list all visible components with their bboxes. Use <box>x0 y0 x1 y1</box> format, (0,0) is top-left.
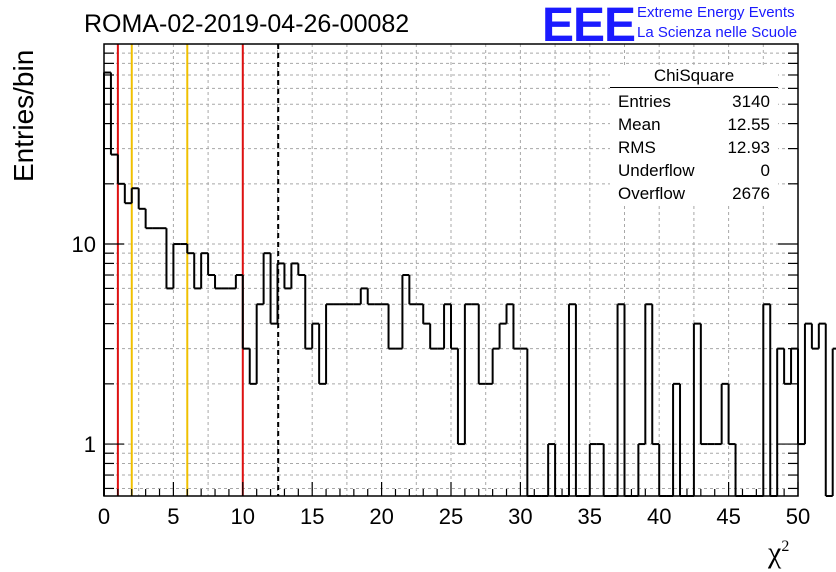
stats-value: 2676 <box>732 184 770 203</box>
stats-row-entries: Entries 3140 <box>610 90 778 113</box>
x-tick-label: 45 <box>716 504 740 529</box>
logo-subtitle-1: Extreme Energy Events <box>637 4 795 21</box>
stats-row-rms: RMS 12.93 <box>610 136 778 159</box>
x-axis-label: χ2 <box>768 536 789 570</box>
logo-subtitle-2: La Scienza nelle Scuole <box>637 24 798 41</box>
stats-label: Overflow <box>618 184 686 203</box>
stats-label: RMS <box>618 138 656 157</box>
x-tick-label: 40 <box>647 504 671 529</box>
x-axis-label-base: χ <box>768 536 782 569</box>
x-tick-label: 20 <box>369 504 393 529</box>
stats-label: Mean <box>618 115 661 134</box>
stats-label: Underflow <box>618 161 695 180</box>
x-tick-label: 10 <box>231 504 255 529</box>
stats-value: 12.93 <box>727 138 770 157</box>
run-title: ROMA-02-2019-04-26-00082 <box>84 10 410 38</box>
y-axis-label: Entries/bin <box>8 49 39 182</box>
eee-logo: EEE <box>542 0 636 52</box>
x-tick-label: 0 <box>98 504 110 529</box>
y-tick-label: 10 <box>72 232 96 257</box>
stats-row-underflow: Underflow 0 <box>610 159 778 182</box>
x-tick-label: 15 <box>300 504 324 529</box>
stats-label: Entries <box>618 92 671 111</box>
x-tick-label: 30 <box>508 504 532 529</box>
stats-box: ChiSquare Entries 3140 Mean 12.55 RMS 12.93… <box>610 66 778 205</box>
x-tick-label: 35 <box>578 504 602 529</box>
x-tick-label: 50 <box>786 504 810 529</box>
y-tick-label: 1 <box>84 432 96 457</box>
x-axis-label-sup: 2 <box>781 538 790 555</box>
stats-value: 3140 <box>732 92 770 111</box>
stats-row-mean: Mean 12.55 <box>610 113 778 136</box>
stats-title: ChiSquare <box>610 66 778 88</box>
stats-row-overflow: Overflow 2676 <box>610 182 778 205</box>
x-tick-label: 25 <box>439 504 463 529</box>
stats-value: 0 <box>760 161 770 180</box>
x-tick-label: 5 <box>167 504 179 529</box>
stats-value: 12.55 <box>727 115 770 134</box>
